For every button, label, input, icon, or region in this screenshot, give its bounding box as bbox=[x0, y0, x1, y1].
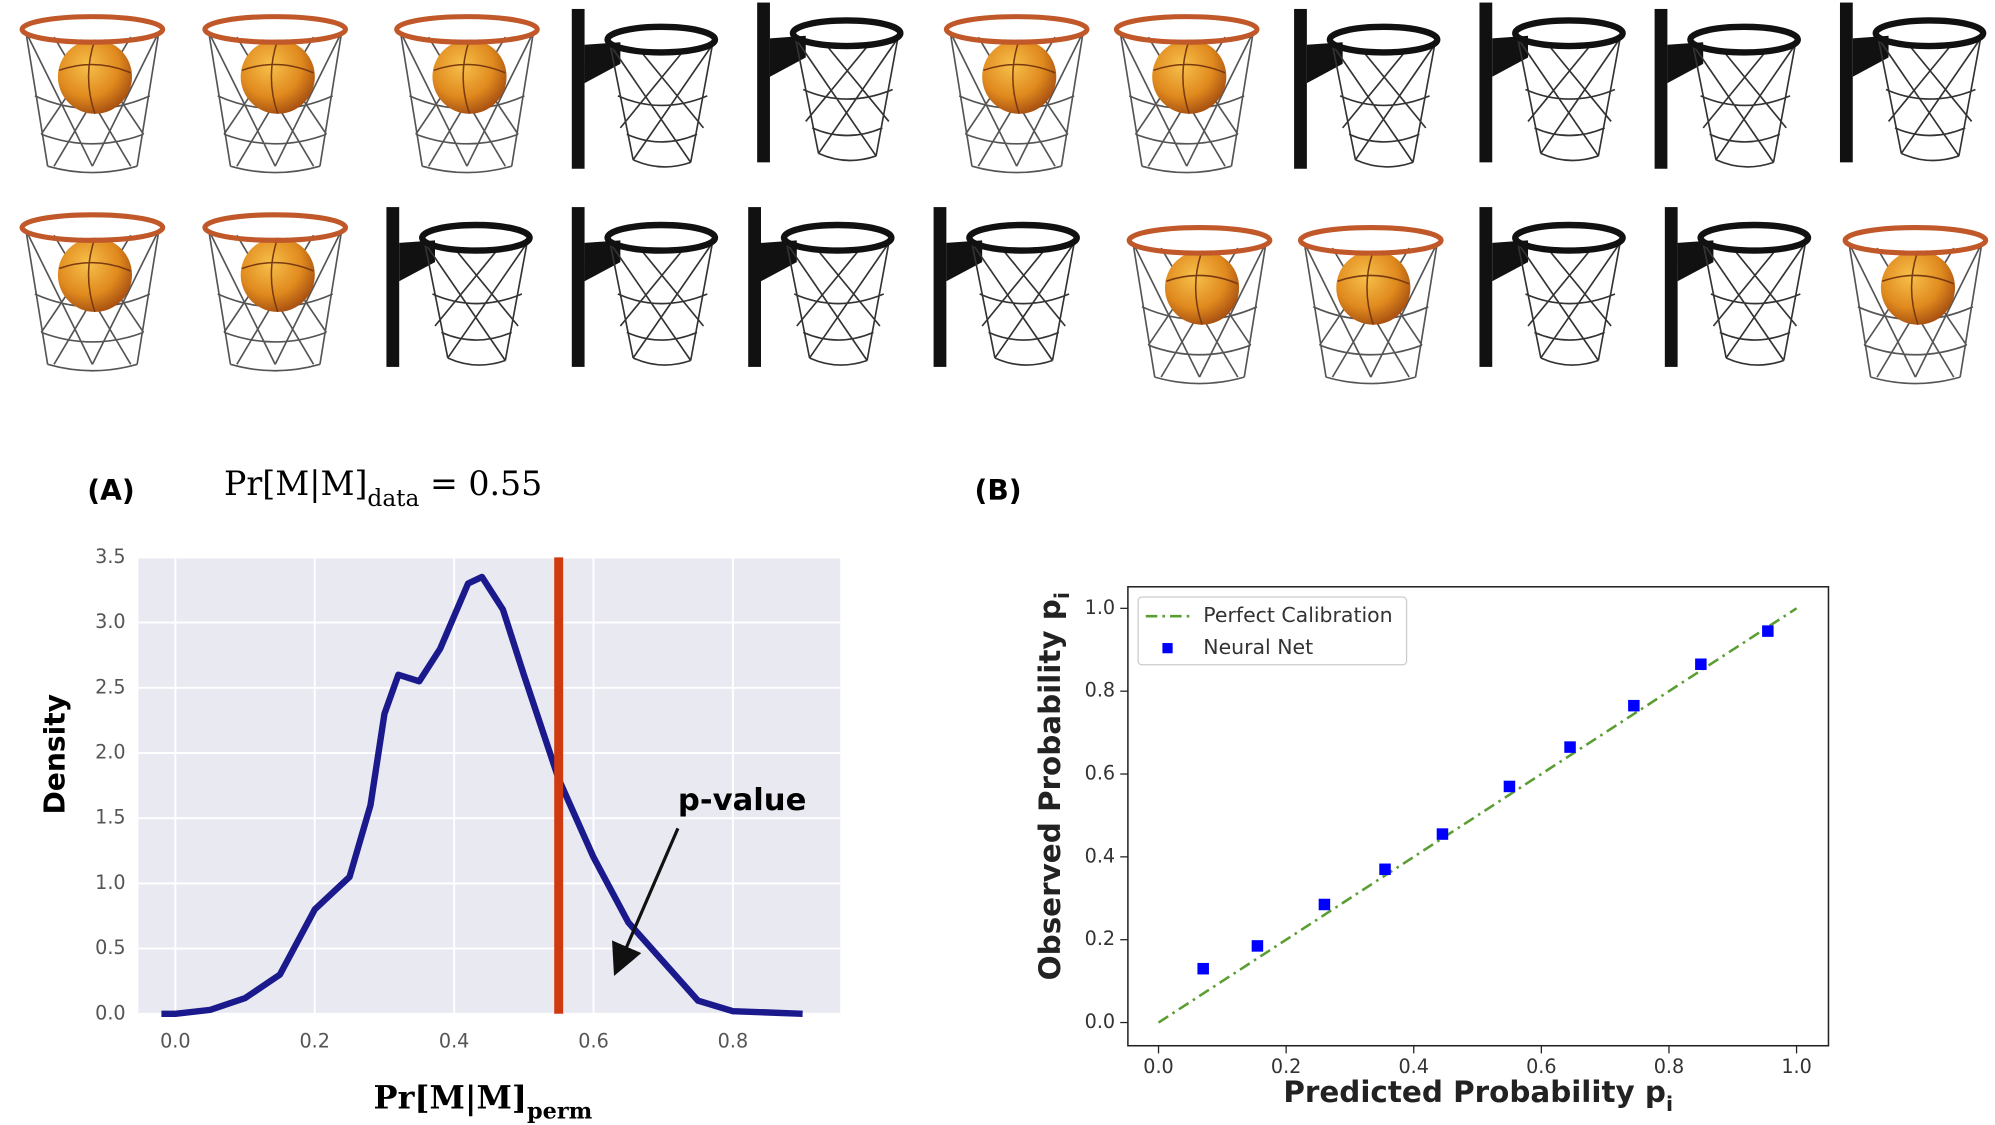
annotation-text: Pr[M|M] bbox=[224, 464, 367, 503]
x-axis-label: Pr[M|M]perm bbox=[374, 1078, 593, 1125]
plot-background bbox=[138, 557, 841, 1014]
calibration-line bbox=[1157, 607, 1798, 1024]
y-tick-label: 1.0 bbox=[95, 871, 125, 894]
y-tick-label: 1.0 bbox=[1085, 596, 1115, 619]
y-tick-label: 1.5 bbox=[95, 806, 125, 829]
legend-box bbox=[1137, 596, 1408, 666]
x-tick-label: 0.2 bbox=[1271, 1055, 1301, 1078]
made-shot-icon bbox=[946, 17, 1087, 173]
x-axis-label-text: Predicted Probability p bbox=[1283, 1075, 1666, 1109]
panel-label: (B) bbox=[974, 474, 1021, 507]
annotation-rest: = 0.55 bbox=[419, 464, 542, 503]
y-tick-label: 2.5 bbox=[95, 675, 125, 698]
made-shot-icon bbox=[22, 215, 163, 371]
scatter-point bbox=[1197, 962, 1209, 975]
annotation: Pr[M|M]data = 0.55 bbox=[224, 464, 542, 512]
y-tick-label: 0.0 bbox=[95, 1001, 125, 1024]
made-shot-icon bbox=[205, 17, 346, 173]
y-tick-label: 3.5 bbox=[95, 545, 125, 568]
y-tick-label: 0.8 bbox=[1085, 679, 1115, 702]
scatter-point bbox=[1503, 780, 1516, 793]
x-tick-label: 1.0 bbox=[1781, 1055, 1811, 1078]
missed-shot-icon bbox=[1655, 9, 1798, 169]
annotation-sub: data bbox=[367, 485, 419, 512]
x-tick-label: 0.6 bbox=[578, 1029, 608, 1052]
missed-shot-icon bbox=[748, 207, 891, 367]
x-tick-label: 0.6 bbox=[1526, 1055, 1556, 1078]
x-tick-label: 0.8 bbox=[1654, 1055, 1684, 1078]
x-tick-label: 0.8 bbox=[718, 1029, 748, 1052]
missed-shot-icon bbox=[386, 207, 529, 367]
scatter-point bbox=[1436, 828, 1449, 840]
missed-shot-icon bbox=[572, 9, 715, 169]
scatter-point bbox=[1564, 741, 1576, 753]
x-tick-label: 0.0 bbox=[160, 1029, 190, 1052]
annotation-arrow bbox=[612, 827, 680, 977]
made-shot-icon bbox=[1116, 17, 1257, 173]
missed-shot-icon bbox=[1665, 207, 1808, 367]
missed-shot-icon bbox=[572, 207, 715, 367]
legend-label: Neural Net bbox=[1203, 635, 1313, 659]
density-curve bbox=[161, 573, 803, 1017]
y-tick-label: 0.6 bbox=[1085, 762, 1115, 785]
y-tick-label: 0.2 bbox=[1085, 927, 1115, 950]
scatter-point bbox=[1379, 863, 1391, 876]
y-tick-label: 0.4 bbox=[1085, 844, 1115, 867]
made-shot-icon bbox=[397, 17, 538, 173]
y-axis-label: Density bbox=[39, 694, 72, 815]
scatter-point bbox=[1318, 898, 1331, 911]
missed-shot-icon bbox=[1294, 9, 1437, 169]
y-tick-label: 3.0 bbox=[95, 610, 125, 633]
x-axis-label-text: Pr[M|M] bbox=[374, 1078, 527, 1116]
scatter-point bbox=[1251, 940, 1264, 952]
y-axis-label-sub: i bbox=[1050, 592, 1074, 599]
panel-label: (A) bbox=[87, 474, 134, 507]
made-shot-icon bbox=[22, 17, 163, 173]
missed-shot-icon bbox=[1479, 3, 1622, 163]
y-tick-label: 0.0 bbox=[1085, 1010, 1115, 1033]
x-tick-label: 0.2 bbox=[300, 1029, 330, 1052]
scatter-point bbox=[1695, 658, 1707, 671]
missed-shot-icon bbox=[757, 3, 900, 163]
made-shot-icon bbox=[1129, 228, 1270, 384]
x-axis-label-sub: perm bbox=[527, 1098, 593, 1124]
x-axis-label-sub: i bbox=[1666, 1092, 1673, 1116]
scatter-point bbox=[1628, 699, 1640, 712]
missed-shot-icon bbox=[1840, 3, 1983, 163]
y-tick-label: 2.0 bbox=[95, 740, 125, 763]
x-tick-label: 0.4 bbox=[439, 1029, 469, 1052]
x-tick-label: 0.4 bbox=[1399, 1055, 1429, 1078]
arrow-annotation: p-value bbox=[678, 783, 807, 818]
y-axis-label-text: Observed Probability p bbox=[1033, 599, 1067, 980]
made-shot-icon bbox=[1845, 228, 1986, 384]
legend-marker bbox=[1162, 643, 1173, 654]
shot-icons bbox=[22, 3, 1986, 384]
x-tick-label: 0.0 bbox=[1143, 1055, 1173, 1078]
y-axis-label: Observed Probability pi bbox=[1033, 592, 1075, 980]
x-axis-label: Predicted Probability pi bbox=[1283, 1075, 1673, 1117]
missed-shot-icon bbox=[934, 207, 1077, 367]
missed-shot-icon bbox=[1479, 207, 1622, 367]
scatter-point bbox=[1762, 625, 1774, 637]
made-shot-icon bbox=[1300, 228, 1441, 384]
made-shot-icon bbox=[205, 215, 346, 371]
y-tick-label: 0.5 bbox=[95, 936, 125, 959]
legend-label: Perfect Calibration bbox=[1203, 603, 1392, 627]
